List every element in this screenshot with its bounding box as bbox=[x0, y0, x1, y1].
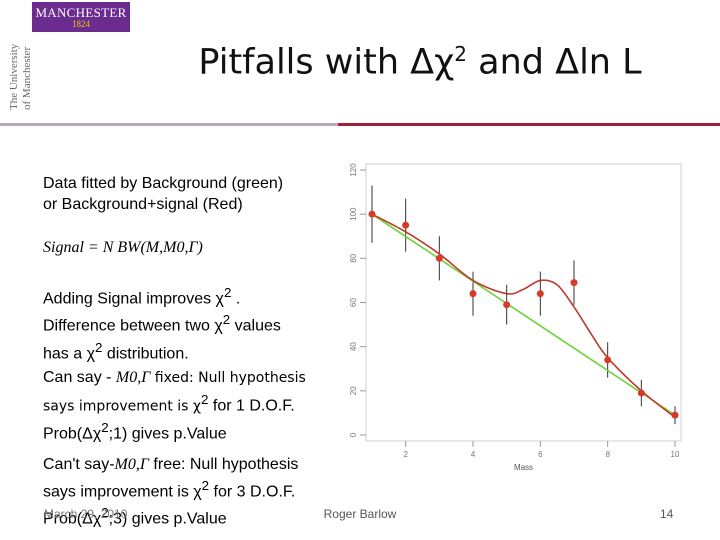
adding-sup: 2 bbox=[223, 285, 232, 300]
y-tick-label-5: 100 bbox=[349, 207, 358, 221]
can-say-line3: Prob(Δχ bbox=[43, 425, 102, 443]
adding-line1: Adding Signal improves χ bbox=[43, 290, 224, 308]
logo-year: 1824 bbox=[72, 19, 90, 29]
y-tick-label-6: 120 bbox=[349, 163, 358, 177]
can-say-line2: says improvement is χ bbox=[43, 398, 202, 415]
fit-chart: 0 20 40 60 80 100 120 2 4 6 8 10 Mass bbox=[349, 163, 682, 472]
footer-author: Roger Barlow bbox=[323, 507, 397, 521]
can-say-line2-sup: 2 bbox=[201, 392, 209, 407]
y-tick-label-0: 0 bbox=[349, 432, 358, 437]
cant-say-vars: M0,Γ bbox=[114, 456, 149, 473]
data-point-3 bbox=[469, 290, 477, 298]
data-point-5 bbox=[536, 290, 544, 298]
y-tick-label-2: 40 bbox=[349, 342, 358, 351]
title-sup: 2 bbox=[454, 42, 468, 66]
x-axis-label: Mass bbox=[514, 463, 533, 472]
cant-say-line3-sup: 2 bbox=[101, 505, 109, 521]
adding-line3-end: distribution. bbox=[102, 344, 189, 362]
data-point-1 bbox=[402, 221, 410, 229]
page-number: 14 bbox=[660, 507, 674, 521]
can-say-line3-sup: 2 bbox=[101, 420, 109, 436]
data-point-9 bbox=[671, 411, 679, 419]
can-say-mid: fixed: Null hypothesis bbox=[150, 370, 306, 386]
data-point-2 bbox=[435, 254, 443, 262]
adding-line2: Difference between two χ bbox=[43, 317, 223, 335]
logo-name: MANCHESTER bbox=[35, 5, 127, 20]
cant-say-line3-end: ;3) gives p.Value bbox=[108, 510, 227, 528]
plot-frame bbox=[365, 163, 682, 442]
cant-say-mid: free: Null hypothesis bbox=[148, 456, 299, 473]
x-tick-label-0: 2 bbox=[403, 450, 408, 459]
slide-title: Pitfalls with Δχ2 and Δln L bbox=[140, 42, 700, 83]
data-point-4 bbox=[503, 301, 511, 309]
data-point-8 bbox=[637, 389, 645, 397]
intro-line1: Data fitted by Background (green) bbox=[43, 175, 284, 192]
title-part1: Pitfalls with Δχ bbox=[198, 42, 455, 83]
x-tick-label-3: 8 bbox=[605, 450, 610, 459]
adding-line3-sup: 2 bbox=[94, 339, 103, 355]
adding-line2-end: values bbox=[230, 317, 281, 335]
data-point-7 bbox=[604, 356, 612, 364]
cant-say-line2-sup: 2 bbox=[201, 478, 210, 493]
cant-say-prefix: Can't say- bbox=[43, 456, 115, 473]
y-tick-label-3: 60 bbox=[349, 298, 358, 307]
cant-say-line2: says improvement is χ bbox=[43, 483, 202, 501]
adding-text: Adding Signal improves χ2 . Difference b… bbox=[43, 282, 281, 364]
university-line1: The University bbox=[8, 43, 20, 110]
x-tick-label-2: 6 bbox=[538, 450, 543, 459]
title-divider bbox=[0, 123, 720, 127]
can-say-text: Can say - M0,Γ fixed: Null hypothesis sa… bbox=[43, 367, 306, 445]
cant-say-text: Can't say-M0,Γ free: Null hypothesis say… bbox=[43, 454, 298, 530]
can-say-line3-end: ;1) gives p.Value bbox=[108, 425, 227, 443]
data-point-6 bbox=[570, 279, 578, 287]
adding-line1-end: . bbox=[231, 290, 241, 308]
footer-date: March 29, 2010 bbox=[44, 507, 128, 521]
intro-text: Data fitted by Background (green) or Bac… bbox=[43, 173, 283, 215]
y-tick-label-4: 80 bbox=[349, 253, 358, 262]
logo-box: MANCHESTER 1824 bbox=[32, 2, 130, 32]
can-say-vars: M0,Γ bbox=[115, 369, 151, 386]
title-part2: and Δln L bbox=[467, 42, 642, 83]
university-line2: of Manchester bbox=[21, 46, 33, 110]
x-tick-label-4: 10 bbox=[671, 450, 680, 459]
university-vertical-text: The University of Manchester bbox=[8, 43, 33, 110]
adding-line3: has a χ bbox=[43, 344, 95, 362]
x-tick-label-1: 4 bbox=[471, 450, 476, 459]
cant-say-line2-end: for 3 D.O.F. bbox=[209, 483, 296, 501]
data-point-0 bbox=[368, 210, 376, 218]
cant-say-line3: Prob(Δχ bbox=[43, 510, 102, 528]
intro-line2: or Background+signal (Red) bbox=[43, 196, 243, 213]
can-say-line2-end: for 1 D.O.F. bbox=[208, 397, 295, 415]
background-fit-line bbox=[371, 213, 676, 416]
adding-line2-sup: 2 bbox=[222, 312, 231, 328]
signal-formula: Signal = N BW(M,M0,Γ) bbox=[43, 239, 203, 256]
y-tick-label-1: 20 bbox=[349, 386, 358, 395]
can-say-prefix: Can say - bbox=[43, 369, 116, 386]
